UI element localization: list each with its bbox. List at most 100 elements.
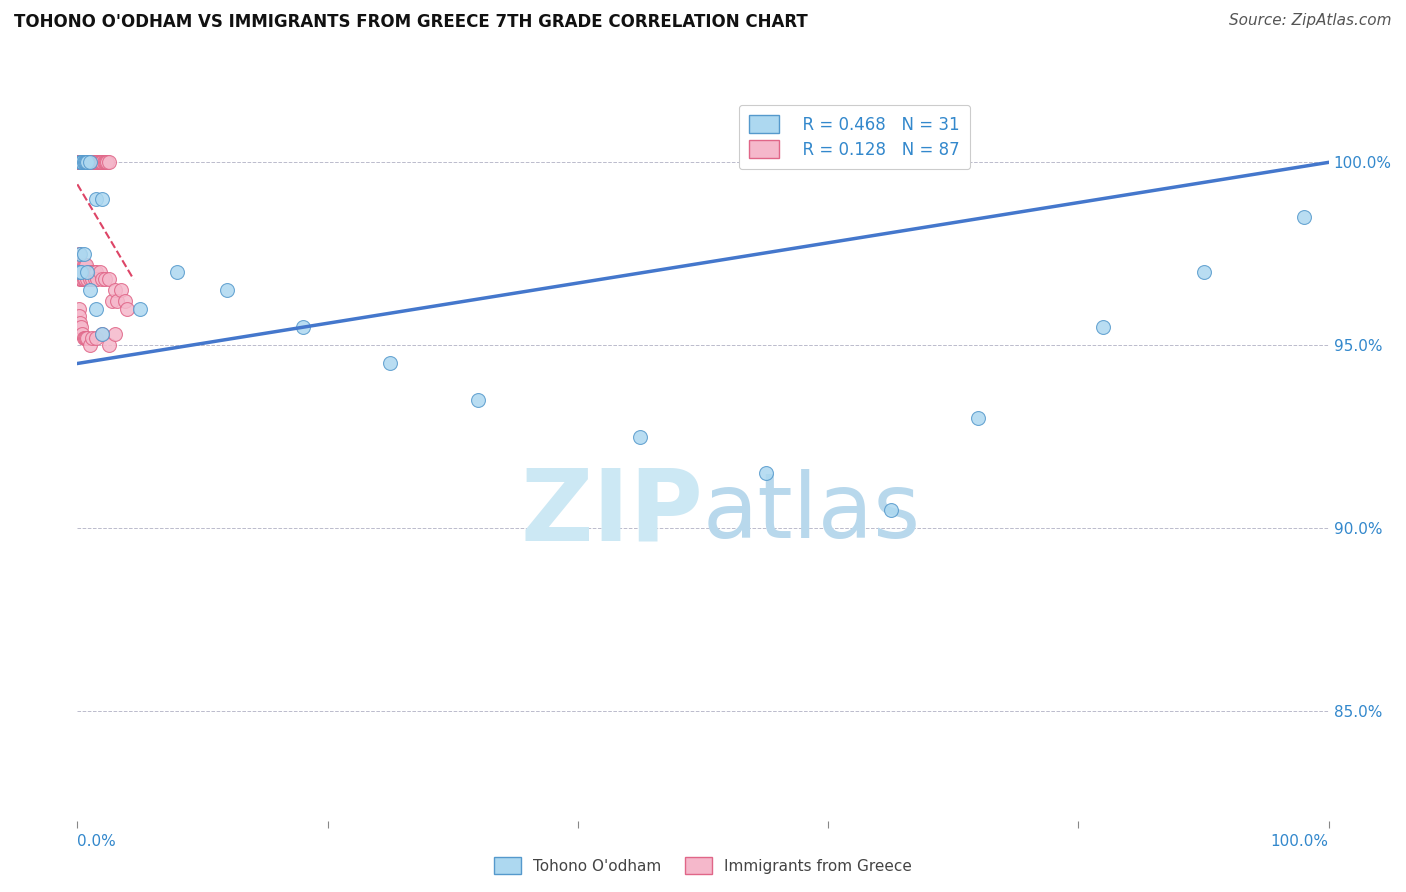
Point — [69, 155, 91, 169]
Point — [67, 155, 90, 169]
Point — [630, 429, 652, 443]
Point — [79, 155, 101, 169]
Point — [76, 155, 98, 169]
Point — [96, 155, 118, 169]
Point — [91, 327, 114, 342]
Point — [70, 265, 93, 279]
Point — [467, 392, 489, 407]
Point — [70, 319, 93, 334]
Point — [166, 265, 188, 279]
Point — [82, 155, 104, 169]
Point — [80, 155, 103, 169]
Point — [67, 155, 90, 169]
Point — [69, 316, 91, 330]
Point — [79, 283, 101, 297]
Point — [1092, 319, 1115, 334]
Text: Source: ZipAtlas.com: Source: ZipAtlas.com — [1229, 13, 1392, 29]
Point — [72, 246, 94, 260]
Point — [90, 155, 112, 169]
Point — [69, 272, 91, 286]
Point — [75, 258, 97, 272]
Point — [69, 265, 91, 279]
Point — [72, 258, 94, 272]
Point — [91, 155, 114, 169]
Point — [93, 155, 115, 169]
Point — [72, 258, 94, 272]
Point — [67, 155, 90, 169]
Point — [76, 272, 98, 286]
Point — [82, 272, 104, 286]
Point — [67, 265, 90, 279]
Point — [967, 411, 990, 425]
Text: 0.0%: 0.0% — [77, 834, 117, 849]
Point — [755, 466, 778, 480]
Point — [72, 272, 94, 286]
Point — [73, 331, 96, 345]
Point — [76, 265, 98, 279]
Point — [83, 155, 105, 169]
Point — [79, 155, 101, 169]
Point — [380, 356, 402, 370]
Point — [104, 327, 127, 342]
Point — [70, 155, 93, 169]
Point — [87, 155, 110, 169]
Point — [72, 155, 94, 169]
Point — [69, 155, 91, 169]
Point — [83, 272, 105, 286]
Point — [73, 155, 96, 169]
Point — [69, 155, 91, 169]
Point — [76, 155, 98, 169]
Point — [73, 258, 96, 272]
Point — [114, 294, 136, 309]
Point — [94, 155, 117, 169]
Point — [84, 301, 107, 316]
Point — [79, 338, 101, 352]
Point — [72, 272, 94, 286]
Point — [80, 265, 103, 279]
Point — [217, 283, 239, 297]
Point — [1292, 210, 1315, 224]
Point — [73, 155, 96, 169]
Point — [75, 331, 97, 345]
Point — [72, 155, 94, 169]
Point — [73, 155, 96, 169]
Legend:   R = 0.468   N = 31,   R = 0.128   N = 87: R = 0.468 N = 31, R = 0.128 N = 87 — [740, 105, 970, 169]
Point — [72, 327, 94, 342]
Point — [86, 272, 108, 286]
Point — [84, 155, 107, 169]
Point — [89, 155, 111, 169]
Point — [105, 294, 128, 309]
Point — [70, 155, 93, 169]
Point — [104, 283, 127, 297]
Point — [77, 265, 100, 279]
Point — [94, 155, 117, 169]
Point — [1192, 265, 1215, 279]
Point — [91, 327, 114, 342]
Point — [76, 331, 98, 345]
Point — [75, 155, 97, 169]
Point — [94, 272, 117, 286]
Point — [72, 155, 94, 169]
Point — [91, 192, 114, 206]
Point — [67, 155, 90, 169]
Text: 100.0%: 100.0% — [1271, 834, 1329, 849]
Point — [72, 155, 94, 169]
Point — [91, 272, 114, 286]
Point — [97, 338, 120, 352]
Point — [69, 246, 91, 260]
Point — [97, 272, 120, 286]
Point — [67, 155, 90, 169]
Point — [77, 155, 100, 169]
Text: TOHONO O'ODHAM VS IMMIGRANTS FROM GREECE 7TH GRADE CORRELATION CHART: TOHONO O'ODHAM VS IMMIGRANTS FROM GREECE… — [14, 13, 808, 31]
Point — [72, 155, 94, 169]
Point — [89, 265, 111, 279]
Point — [72, 331, 94, 345]
Point — [69, 155, 91, 169]
Point — [70, 272, 93, 286]
Point — [72, 155, 94, 169]
Point — [76, 155, 98, 169]
Point — [101, 294, 124, 309]
Point — [97, 155, 120, 169]
Point — [117, 301, 139, 316]
Point — [83, 265, 105, 279]
